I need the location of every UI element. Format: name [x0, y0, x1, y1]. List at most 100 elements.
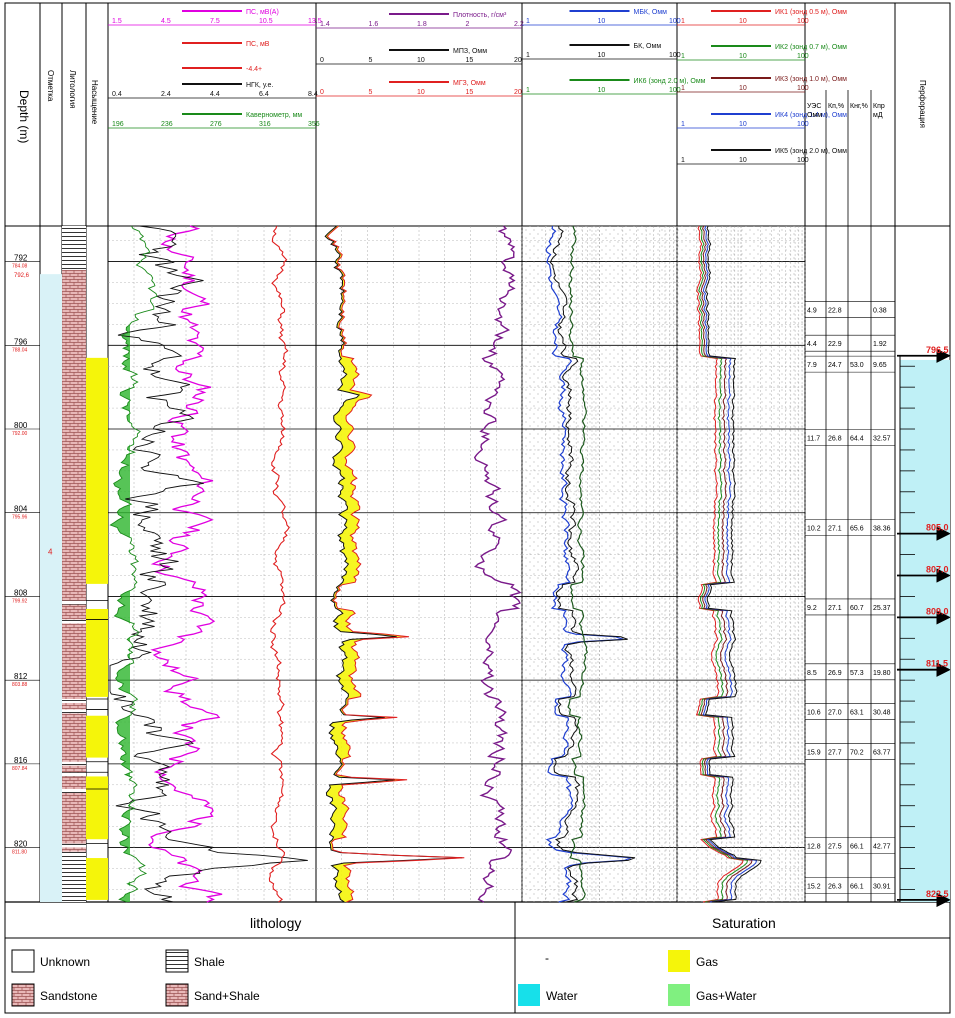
- header-tick-label: 1.4: [320, 21, 330, 28]
- legend-gas-water: Gas+Water: [668, 984, 757, 1006]
- header-tick-label: 316: [259, 121, 271, 128]
- header-curve-name: МПЗ, Омм: [453, 48, 487, 55]
- lithology-shale: [62, 851, 86, 902]
- table-cell: 64.4: [850, 435, 864, 442]
- header-tick-label: 7.5: [210, 18, 220, 25]
- table-cell: 25.37: [873, 605, 891, 612]
- header-tick-label: 0: [320, 57, 324, 64]
- ik6-curve: [567, 225, 589, 903]
- table-cell: 11.7: [807, 435, 820, 442]
- grid-layer: [108, 226, 806, 902]
- induction-curve: [695, 225, 744, 903]
- table-cell: 12.8: [807, 843, 821, 850]
- header-tick-label: 2.4: [161, 91, 171, 98]
- header-curve-name: ПС, мВ: [246, 41, 270, 48]
- header-tick-label: 100: [797, 53, 809, 60]
- table-header-labels: УЭС Омм Кп,% Кнг,% Кпр мД: [807, 103, 885, 119]
- curve-fill-layer: [110, 226, 465, 902]
- header-tick-label: 10: [598, 52, 606, 59]
- header-tick-label: 1: [681, 157, 685, 164]
- gas-swatch-icon: [668, 950, 690, 972]
- table-cell: 27.1: [828, 525, 842, 532]
- depth-absolute-label: 795.96: [12, 515, 28, 521]
- table-cell: 57.3: [850, 670, 864, 677]
- lithology-shale-streak: [62, 698, 86, 703]
- saturation-gas-zone: [86, 357, 108, 584]
- header-tick-label: 15: [466, 89, 474, 96]
- legend-unknown-label: Unknown: [40, 955, 90, 969]
- table-cell: 26.9: [828, 670, 842, 677]
- header-tick-label: 196: [112, 121, 124, 128]
- table-cell: 15.2: [807, 883, 821, 890]
- perforation-depth-label: 809.0: [926, 606, 949, 616]
- legend-sand-shale: Sand+Shale: [165, 983, 260, 1007]
- table-cell: 38.36: [873, 525, 891, 532]
- header-curve-name: Кавернометр, мм: [246, 112, 302, 119]
- header-tick-label: 1: [681, 85, 685, 92]
- table-cell: 22.9: [828, 341, 842, 348]
- table-cell: 66.1: [850, 883, 864, 890]
- mbk-curve: [545, 225, 632, 903]
- table-cell: 30.48: [873, 710, 891, 717]
- table-cell: 27.7: [828, 749, 842, 756]
- gas-water-swatch-icon: [668, 984, 690, 1006]
- lithology-shale: [62, 226, 86, 270]
- depth-tick-label: 816: [14, 756, 28, 765]
- header-tick-label: 13.5: [308, 18, 322, 25]
- header-curve-name: НГК, у.е.: [246, 82, 273, 89]
- shale-icon: [165, 949, 189, 973]
- header-tick-label: 2.2: [514, 21, 524, 28]
- perforation-depth-label: 822.5: [926, 889, 949, 899]
- table-header-label: УЭС: [807, 103, 821, 110]
- induction-curve: [698, 225, 749, 903]
- table-cell: 30.91: [873, 883, 891, 890]
- depth-absolute-label: 799.92: [12, 598, 28, 604]
- table-cell: 42.77: [873, 843, 891, 850]
- table-cell: 60.7: [850, 605, 864, 612]
- track3-texture: [522, 226, 677, 902]
- legend-sandstone: Sandstone: [11, 983, 98, 1007]
- ngk-curve: [109, 225, 308, 903]
- depth-tick-label: 804: [14, 505, 28, 514]
- table-header-label: Кпр: [873, 103, 885, 110]
- header-tick-label: 8.4: [308, 91, 318, 98]
- table-cell: 27.0: [828, 710, 842, 717]
- table-cell: 65.6: [850, 525, 864, 532]
- sandstone-icon: [11, 983, 35, 1007]
- table-cell: 27.5: [828, 843, 842, 850]
- caliper-fill: [110, 226, 130, 902]
- table-header-label: Кнг,%: [850, 103, 868, 110]
- lithology-column: 792,64: [14, 226, 108, 902]
- lithology-shale-streak: [62, 600, 86, 605]
- table-header-label: мД: [873, 112, 883, 119]
- legend-water-label: Water: [546, 989, 578, 1003]
- header-tick-label: 4.4: [210, 91, 220, 98]
- legend-gas: Gas: [668, 950, 718, 972]
- header-curve-name: МГЗ, Омм: [453, 80, 486, 87]
- unknown-icon: [11, 949, 35, 973]
- header-tick-label: 356: [308, 121, 320, 128]
- depth-absolute-label: 784.08: [12, 264, 28, 270]
- legend-sandstone-label: Sandstone: [40, 989, 98, 1003]
- table-cell: 26.8: [828, 435, 842, 442]
- table-cell: 66.1: [850, 843, 864, 850]
- table-cell: 1.92: [873, 341, 887, 348]
- legend-shale-label: Shale: [194, 955, 225, 969]
- formation-index-label: 4: [48, 548, 53, 557]
- header-curve-name: БК, Омм: [634, 43, 662, 50]
- table-cell: 0.38: [873, 308, 887, 315]
- depth-tick-label: 820: [14, 840, 28, 849]
- legend-shale: Shale: [165, 949, 225, 973]
- sand-shale-icon: [165, 983, 189, 1007]
- depth-tick-label: 812: [14, 672, 28, 681]
- saturation-gas-zone: [86, 608, 108, 697]
- lithology-shale-streak: [62, 761, 86, 766]
- header-tick-label: 20: [514, 89, 522, 96]
- table-cell: 9.65: [873, 362, 887, 369]
- saturation-gas-zone: [86, 715, 108, 758]
- header-tick-label: 2: [466, 21, 470, 28]
- depth-absolute-label: 807.84: [12, 766, 28, 772]
- lithology-shale-streak: [62, 843, 86, 848]
- header-tick-label: 10: [739, 85, 747, 92]
- header-tick-label: 0.4: [112, 91, 122, 98]
